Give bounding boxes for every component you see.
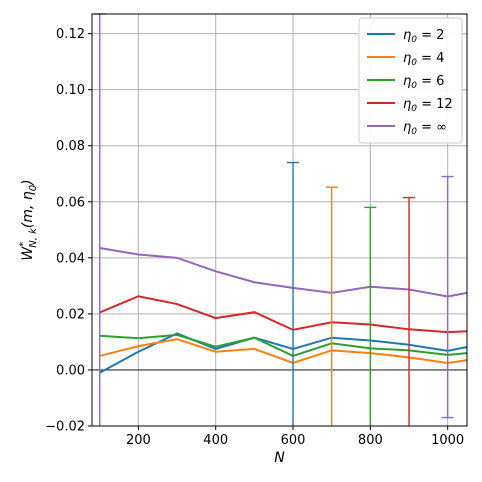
- y-axis-label-args-sub: 0: [28, 185, 39, 191]
- y-tick-label: 0.10: [56, 83, 85, 98]
- x-tick-label: 200: [126, 433, 151, 448]
- y-axis-label-sub: N, k: [28, 227, 39, 248]
- legend-entry-subscript: 0: [411, 104, 417, 114]
- legend-entry-symbol: η: [403, 120, 411, 135]
- legend-box: [358, 17, 463, 144]
- legend-entry-value: = 12: [417, 97, 453, 112]
- y-tick-label: 0.12: [56, 27, 85, 42]
- legend-entry-subscript: 0: [411, 58, 417, 68]
- y-tick-label: 0.06: [56, 195, 85, 210]
- x-axis-label: N: [274, 450, 285, 466]
- legend-entry-value: = 6: [417, 74, 444, 89]
- y-axis-label-base: W: [20, 246, 36, 261]
- legend-entry-subscript: 0: [411, 81, 417, 91]
- y-axis-label-args-end: ): [20, 179, 36, 185]
- y-tick-label: −0.02: [45, 420, 85, 435]
- legend-entry: η0 = 4: [403, 51, 444, 68]
- legend-entry-value: = ∞: [417, 120, 447, 135]
- x-tick-label: 800: [358, 433, 383, 448]
- x-tick-label: 1000: [431, 433, 464, 448]
- plot-frame: [91, 13, 468, 427]
- y-axis-label: W*N, k(m, η0): [18, 179, 39, 260]
- error-bars: [93, 13, 454, 426]
- y-axis-ticks: −0.02 0.00 0.02 0.04 0.06 0.08 0.10 0.12: [45, 27, 92, 435]
- legend-entry-symbol: η: [403, 74, 411, 89]
- x-axis-ticks: 200 400 600 800 1000: [126, 426, 464, 448]
- legend-entry: η0 = 6: [403, 74, 444, 91]
- legend-entry-symbol: η: [403, 51, 411, 66]
- x-tick-label: 600: [281, 433, 306, 448]
- y-tick-label: 0.04: [56, 251, 85, 266]
- legend-entry-subscript: 0: [411, 127, 417, 137]
- y-axis-label-args: (m, η: [20, 191, 36, 228]
- legend-entry: η0 = ∞: [403, 120, 447, 137]
- legend-entry: η0 = 12: [403, 97, 453, 114]
- legend-entry-symbol: η: [403, 28, 411, 43]
- legend-entry-value: = 4: [417, 51, 444, 66]
- legend-entry: η0 = 2: [403, 28, 444, 45]
- y-tick-label: 0.02: [56, 307, 85, 322]
- y-axis-label-sup: *: [18, 242, 29, 247]
- y-tick-label: 0.00: [56, 363, 85, 378]
- legend-entry-symbol: η: [403, 97, 411, 112]
- legend-entry-value: = 2: [417, 28, 444, 43]
- legend-entry-subscript: 0: [411, 35, 417, 45]
- y-tick-label: 0.08: [56, 139, 85, 154]
- x-tick-label: 400: [203, 433, 228, 448]
